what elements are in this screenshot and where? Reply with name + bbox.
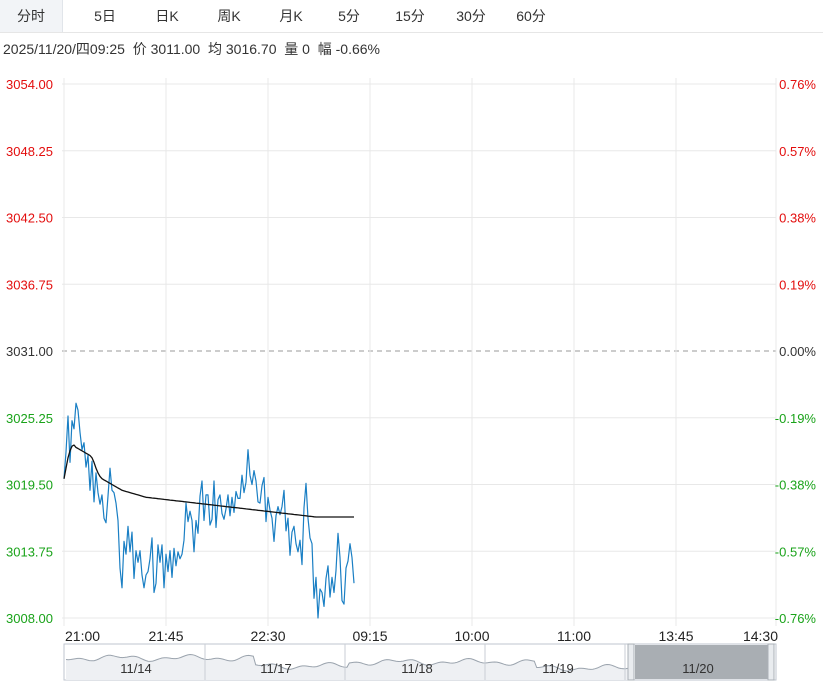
x-tick: 22:30 xyxy=(250,628,285,644)
navigator-date: 11/20 xyxy=(682,661,714,676)
y-tick-left: 3031.00 xyxy=(6,344,53,359)
x-tick: 21:00 xyxy=(65,628,100,644)
y-tick-right: 0.00% xyxy=(779,344,816,359)
y-tick-right: 0.19% xyxy=(779,277,816,292)
price-label: 价 xyxy=(132,41,147,57)
navigator-selection[interactable] xyxy=(635,645,768,679)
tab-4[interactable]: 周K xyxy=(217,8,241,24)
navigator-area xyxy=(66,654,630,680)
y-tick-right: -0.76% xyxy=(775,611,817,626)
quote-datetime: 2025/11/20/四09:25 xyxy=(3,41,125,57)
y-tick-left: 3042.50 xyxy=(6,211,53,226)
tab-1[interactable]: 分时 xyxy=(0,0,63,32)
volume-label: 量 xyxy=(284,41,299,57)
y-tick-left: 3008.00 xyxy=(6,611,53,626)
navigator-date: 11/19 xyxy=(542,661,574,676)
x-tick: 14:30 xyxy=(743,628,778,644)
y-tick-left: 3025.25 xyxy=(6,411,53,426)
navigator-date: 11/14 xyxy=(120,661,152,676)
x-tick: 11:00 xyxy=(557,628,591,644)
y-tick-left: 3048.25 xyxy=(6,144,53,159)
price-line xyxy=(63,402,355,619)
navigator-date: 11/18 xyxy=(401,661,433,676)
average-line xyxy=(63,444,354,518)
y-tick-right: 0.38% xyxy=(779,211,816,226)
y-tick-left: 3013.75 xyxy=(6,544,53,559)
x-tick: 10:00 xyxy=(454,628,489,644)
y-tick-left: 3054.00 xyxy=(6,77,53,92)
y-tick-right: -0.38% xyxy=(775,478,817,493)
quote-info-bar: 2025/11/20/四09:25 价 3011.00 均 3016.70 量 … xyxy=(0,33,380,63)
period-tabs: 分时 5日 日K 周K 月K 5分 15分 30分 60分 xyxy=(0,0,823,33)
tab-2[interactable]: 5日 xyxy=(94,8,116,24)
price-value: 3011.00 xyxy=(150,41,201,57)
tab-7[interactable]: 15分 xyxy=(395,8,425,24)
x-tick: 09:15 xyxy=(352,628,387,644)
y-tick-left: 3036.75 xyxy=(6,277,53,292)
tab-3[interactable]: 日K xyxy=(155,8,179,24)
y-tick-right: 0.76% xyxy=(779,77,816,92)
y-tick-right: -0.19% xyxy=(775,411,817,426)
y-tick-left: 3019.50 xyxy=(6,478,53,493)
navigator-right-handle[interactable] xyxy=(767,643,775,681)
navigator-left-handle[interactable] xyxy=(627,643,635,681)
tab-8[interactable]: 30分 xyxy=(456,8,486,24)
change-label: 幅 xyxy=(317,41,332,57)
x-tick: 13:45 xyxy=(658,628,693,644)
tab-5[interactable]: 月K xyxy=(279,8,303,24)
avg-value: 3016.70 xyxy=(225,41,277,57)
tab-9[interactable]: 60分 xyxy=(516,8,546,24)
navigator-date: 11/17 xyxy=(260,661,292,676)
x-tick: 21:45 xyxy=(148,628,183,644)
y-tick-right: 0.57% xyxy=(779,144,816,159)
tab-6[interactable]: 5分 xyxy=(338,8,360,24)
y-tick-right: -0.57% xyxy=(775,544,817,559)
avg-label: 均 xyxy=(207,41,222,57)
volume-value: 0 xyxy=(302,41,310,57)
navigator-line xyxy=(65,653,629,672)
change-value: -0.66% xyxy=(335,41,380,57)
